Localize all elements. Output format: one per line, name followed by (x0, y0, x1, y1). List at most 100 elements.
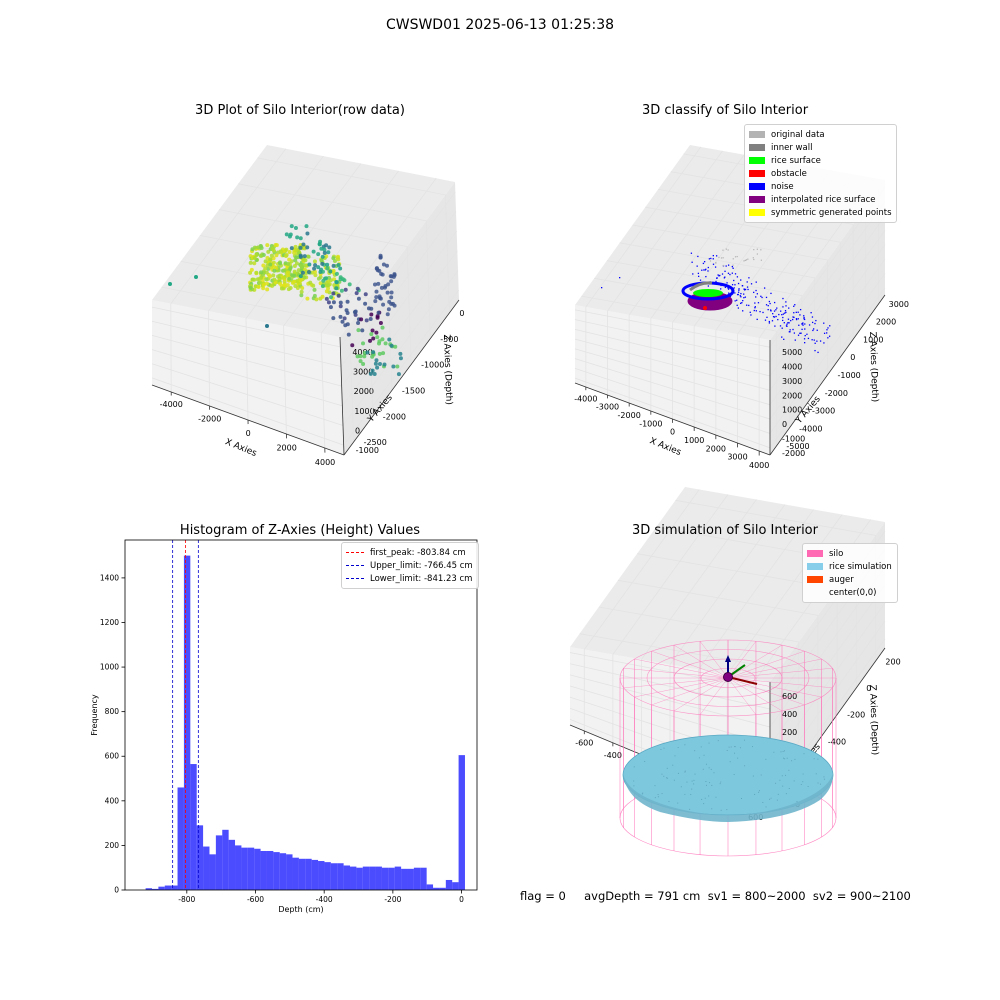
rice-mesh-node (661, 773, 663, 775)
rice-mesh-node (781, 775, 783, 777)
classify-noise-point (804, 328, 806, 330)
raw-grid-z (180, 260, 374, 417)
raw-data-point (389, 279, 394, 284)
rice-mesh-node (703, 803, 705, 805)
raw-data-point (264, 270, 269, 275)
classify-noise-point (717, 274, 719, 276)
raw-data-point (304, 263, 309, 268)
classify-noise-point (814, 322, 816, 325)
classify-original-point (743, 260, 745, 262)
histogram-x-tick-label: -200 (384, 895, 401, 904)
classify-noise-point (816, 340, 818, 342)
classify-noise-point (817, 351, 819, 354)
classify-noise-point (802, 324, 804, 326)
raw-data-point (369, 332, 374, 337)
histogram-y-tick-label: 800 (105, 707, 120, 716)
sim-z-axis-label: Z Axies (Depth) (867, 685, 879, 756)
classify-noise-point (718, 275, 720, 277)
raw-data-point (374, 295, 379, 300)
classify-noise-point (712, 258, 714, 260)
rice-mesh-node (691, 788, 693, 790)
raw-data-point (363, 301, 368, 306)
rice-mesh-node (633, 766, 635, 768)
classify-original-point (732, 258, 734, 260)
raw-data-point (300, 285, 305, 290)
raw-grid-x (320, 333, 326, 449)
raw-grid-x (208, 311, 210, 407)
raw-data-point (292, 279, 297, 284)
histogram-bar (254, 848, 261, 890)
raw-ztick-label: -2500 (364, 438, 387, 447)
raw-data-point (343, 287, 348, 292)
classify-noise-point (754, 306, 756, 308)
raw-grid-z (219, 209, 412, 365)
classify-xtick-label: -2000 (618, 411, 641, 420)
classify-noise-point (724, 286, 727, 289)
classify-original-point (747, 258, 749, 260)
classify-noise-point (803, 338, 806, 340)
rice-mesh-node (689, 808, 691, 810)
rice-mesh-node (813, 758, 815, 760)
raw-data-point (379, 285, 384, 290)
raw-data-point (324, 276, 329, 281)
raw-data-point (312, 293, 317, 298)
classify-noise-point (716, 277, 718, 279)
raw-data-point (396, 372, 401, 377)
raw-data-point (380, 337, 385, 342)
classify-noise-point (829, 325, 831, 327)
classify-noise-point (746, 304, 748, 306)
classify-noise-point (712, 263, 715, 265)
sim-grid-y (769, 584, 886, 746)
histogram-bar (394, 866, 402, 890)
rice-mesh-node (726, 809, 728, 811)
classify-noise-point (786, 323, 788, 325)
raw-data-point (321, 278, 326, 283)
histogram-bar (318, 861, 325, 890)
raw-data-point (389, 301, 394, 306)
rice-mesh-node (720, 781, 722, 783)
sim-ytick-label: 200 (782, 728, 797, 737)
histogram-bar (183, 555, 191, 890)
rice-mesh-node (780, 751, 782, 753)
rice-mesh-node (730, 746, 732, 748)
classify-noise-point (747, 288, 749, 291)
classify-noise-point (784, 312, 786, 314)
classify-noise-point (702, 262, 705, 265)
rice-mesh-node (802, 781, 804, 783)
classify-original-point (734, 256, 737, 258)
classify-noise-point (743, 297, 745, 299)
classify-noise-point (762, 311, 764, 314)
raw-data-point (324, 296, 329, 301)
rice-mesh-node (686, 781, 688, 783)
raw-data-point (362, 354, 367, 359)
classify-noise-point (753, 309, 755, 312)
rice-mesh-node (698, 757, 700, 759)
raw-data-point (305, 296, 310, 301)
classify-noise-point (799, 314, 801, 316)
raw-data-point (306, 254, 311, 259)
raw-data-point (356, 296, 361, 301)
raw-grid-x (170, 148, 287, 304)
classify-noise-point (793, 312, 795, 314)
raw-data-point (354, 291, 359, 296)
classify-noise-point (692, 273, 694, 275)
raw-z-axis-label: Z Axies (Depth) (441, 334, 453, 405)
raw-data-point (320, 294, 325, 299)
classify-ztick-label: -4000 (799, 424, 822, 433)
rice-mesh-node (642, 792, 644, 794)
raw-data-point (312, 287, 317, 292)
raw-grid-x (208, 155, 324, 312)
raw-data-point (346, 332, 351, 337)
raw-data-point (368, 338, 373, 343)
raw-grid-y (151, 320, 342, 367)
classify-noise-point (734, 292, 736, 294)
classify-noise-point (773, 310, 776, 312)
classify-noise-point (690, 252, 693, 254)
histogram-bar (222, 829, 229, 890)
legend-item-auger: auger (807, 573, 893, 586)
raw-data-point (274, 265, 279, 270)
legend-item-rice-simulation: rice simulation (807, 560, 893, 573)
classify-noise-point (814, 342, 816, 344)
classify-grid-z (632, 224, 828, 375)
histogram-x-axis-label: Depth (cm) (278, 905, 323, 914)
